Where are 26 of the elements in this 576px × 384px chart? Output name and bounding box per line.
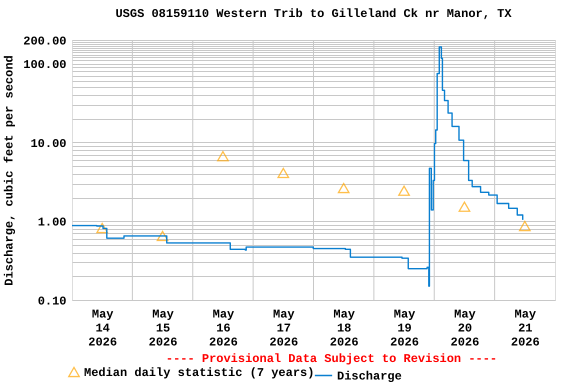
x-tick-label: May 18 2026 — [330, 308, 359, 350]
y-tick-label: 0.10 — [38, 294, 66, 308]
point — [518, 220, 531, 232]
x-tick-label: May 14 2026 — [88, 308, 118, 350]
x-tick-label: May 20 2026 — [450, 308, 480, 350]
legend-label: Median daily statistic (7 years) — [84, 366, 314, 380]
point — [217, 150, 229, 162]
x-tick-label: May 16 2026 — [209, 308, 238, 350]
point — [96, 222, 108, 234]
x-tick-label: May 17 2026 — [269, 308, 298, 350]
point — [156, 230, 168, 242]
text: ---- Provisional Data Subject to Revision ---- — [166, 352, 498, 366]
y-tick-label: 100.00 — [23, 58, 66, 72]
y-axis-title: Discharge, cubic feet per second — [2, 55, 16, 286]
chart-title: USGS 08159110 Western Trib to Gilleland Ck nr Manor, TX — [115, 7, 512, 21]
y-tick-label: 200.00 — [23, 34, 66, 48]
x-tick-label: May 19 2026 — [390, 308, 419, 350]
y-tick-label: 1.00 — [38, 216, 66, 230]
x-tick-label: May 21 2026 — [510, 308, 540, 350]
point — [277, 168, 290, 178]
point — [458, 202, 470, 212]
legend-label: Discharge — [337, 370, 402, 384]
x-tick-label: May 15 2026 — [148, 308, 178, 350]
point — [338, 182, 350, 194]
y-tick-label: 10.00 — [30, 136, 66, 151]
point — [398, 186, 410, 196]
